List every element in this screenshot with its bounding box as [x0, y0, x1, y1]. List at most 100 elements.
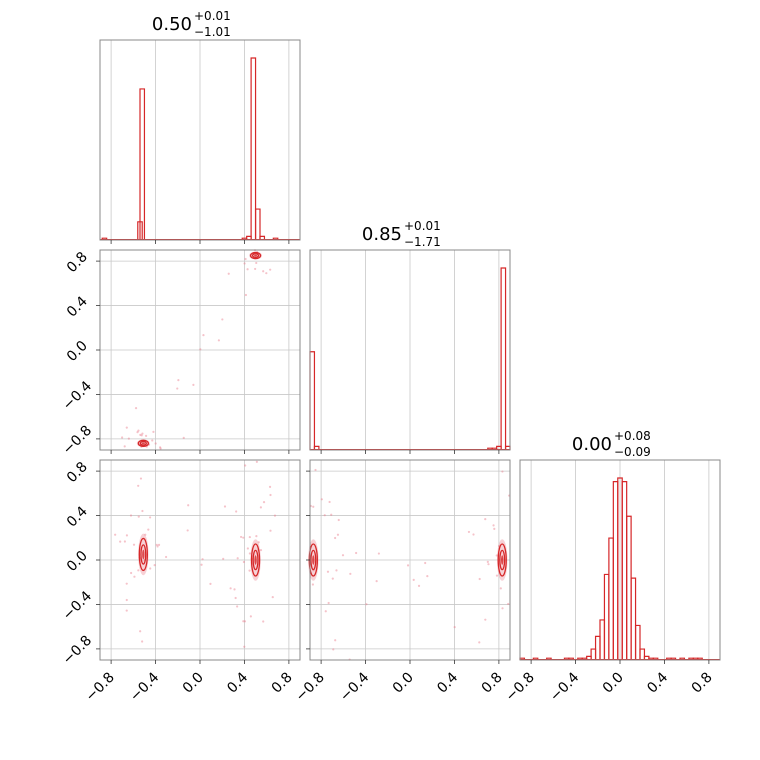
sample-point	[227, 272, 230, 275]
sample-point	[248, 535, 251, 539]
sample-point	[217, 339, 220, 342]
sample-point	[134, 407, 138, 410]
sample-point	[121, 436, 124, 439]
sample-point	[186, 529, 189, 532]
sample-point	[222, 557, 225, 561]
sample-point	[478, 641, 481, 644]
sample-point	[328, 500, 331, 504]
sample-point	[244, 293, 248, 297]
sample-point	[507, 602, 510, 606]
sample-point	[467, 530, 471, 534]
sample-point	[273, 514, 277, 517]
sample-point	[243, 645, 246, 648]
sample-point	[334, 639, 337, 642]
y-tick-label: −0.8	[60, 633, 95, 668]
sample-point	[136, 431, 139, 434]
sample-point	[139, 630, 142, 633]
param-title-minus: −1.01	[194, 25, 231, 39]
sample-point	[129, 514, 133, 517]
param-title-plus: +0.01	[404, 219, 441, 233]
sample-point	[209, 582, 212, 585]
sample-point	[125, 426, 128, 429]
param-title-value: 0.85	[362, 224, 402, 245]
sample-point	[311, 583, 315, 586]
sample-point	[337, 518, 340, 522]
sample-point	[320, 498, 323, 501]
sample-point	[242, 536, 245, 539]
histogram-panel-1: 0.50 +0.01 −1.01	[99, 9, 301, 244]
x-tick-label: 0.4	[644, 669, 671, 696]
sample-point	[349, 572, 352, 575]
param-title-minus: −0.09	[614, 445, 651, 459]
sample-point	[133, 575, 136, 578]
sample-point	[257, 541, 260, 544]
sample-point	[249, 615, 252, 618]
sample-point	[248, 569, 251, 572]
y-tick-label: 0.8	[64, 249, 91, 276]
histogram-bin	[608, 537, 614, 660]
sample-point	[137, 484, 140, 487]
sample-point	[492, 524, 495, 527]
sample-point	[137, 429, 140, 432]
sample-point	[125, 534, 129, 537]
param-title-minus: −1.71	[404, 235, 441, 249]
sample-point	[187, 504, 190, 507]
x-tick-label: 0.4	[434, 669, 461, 696]
sample-point	[152, 430, 155, 433]
sample-point	[499, 587, 502, 590]
density-peak	[312, 555, 315, 565]
y-tick-label: 0.4	[64, 503, 91, 530]
density-contour	[249, 251, 262, 260]
sample-point	[239, 535, 243, 539]
sample-point	[242, 620, 245, 623]
histogram-bin	[639, 648, 646, 660]
sample-point	[406, 564, 410, 567]
sample-point	[255, 534, 258, 538]
density-contour	[497, 543, 507, 577]
sample-point	[182, 436, 185, 439]
sample-point	[125, 582, 128, 585]
sample-point	[341, 554, 345, 557]
sample-point	[125, 609, 128, 612]
sample-point	[139, 433, 142, 436]
sample-point	[235, 510, 238, 513]
sample-point	[147, 528, 150, 531]
sample-point	[141, 432, 144, 435]
sample-point	[314, 468, 317, 472]
sample-point	[137, 569, 140, 572]
sample-point	[262, 501, 266, 504]
sample-point	[202, 333, 205, 337]
sample-point	[246, 268, 249, 271]
sample-point	[472, 533, 475, 536]
sample-point	[487, 563, 490, 566]
sample-point	[312, 505, 315, 508]
histogram-bin	[500, 267, 507, 450]
sample-point	[484, 518, 487, 521]
sample-point	[269, 493, 272, 497]
histogram-bin	[599, 619, 606, 660]
y-tick-label: −0.4	[60, 378, 95, 413]
x-tick-label: −0.4	[547, 669, 582, 704]
sample-point	[377, 552, 380, 555]
sample-point	[412, 578, 415, 581]
sample-point	[334, 536, 337, 540]
sample-point	[268, 485, 272, 489]
density-contour	[252, 549, 259, 571]
sample-point	[262, 620, 265, 623]
sample-point	[330, 513, 333, 516]
sample-point	[141, 509, 144, 513]
histogram-bin	[590, 648, 597, 660]
sample-point	[259, 549, 263, 552]
density-peak	[254, 555, 257, 565]
sample-point	[336, 533, 340, 536]
sample-point	[149, 516, 152, 519]
sample-point	[246, 547, 249, 550]
sample-point	[159, 447, 162, 450]
sample-point	[127, 437, 130, 440]
sample-point	[229, 587, 232, 590]
sample-point	[125, 598, 128, 602]
density-contour	[499, 549, 506, 571]
sample-point	[243, 620, 247, 623]
sample-point	[156, 545, 159, 548]
sample-point	[255, 460, 258, 463]
